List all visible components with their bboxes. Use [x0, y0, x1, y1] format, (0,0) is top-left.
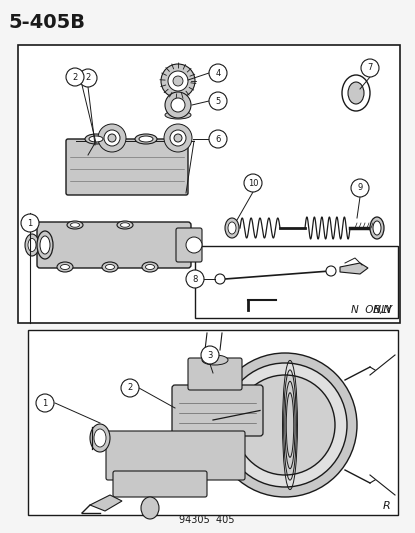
Ellipse shape: [141, 497, 159, 519]
Ellipse shape: [61, 264, 69, 270]
Text: R: R: [382, 501, 390, 511]
Circle shape: [223, 363, 347, 487]
Text: 1: 1: [27, 219, 33, 228]
Ellipse shape: [37, 231, 53, 259]
Text: N  ONLY: N ONLY: [351, 305, 392, 315]
Circle shape: [168, 71, 188, 91]
Text: 94305  405: 94305 405: [179, 515, 235, 525]
Bar: [195, 246, 398, 318]
Circle shape: [171, 98, 185, 112]
Circle shape: [21, 214, 39, 232]
FancyBboxPatch shape: [113, 471, 207, 497]
Polygon shape: [90, 495, 122, 511]
Ellipse shape: [165, 111, 191, 119]
Circle shape: [244, 174, 262, 192]
Circle shape: [209, 92, 227, 110]
Ellipse shape: [28, 238, 36, 252]
Circle shape: [98, 124, 126, 152]
Text: 2: 2: [127, 384, 133, 392]
Circle shape: [121, 379, 139, 397]
Circle shape: [66, 68, 84, 86]
Text: 2: 2: [85, 74, 90, 83]
Ellipse shape: [348, 82, 364, 104]
Circle shape: [108, 134, 116, 142]
Circle shape: [351, 179, 369, 197]
Ellipse shape: [57, 262, 73, 272]
Ellipse shape: [225, 218, 239, 238]
Ellipse shape: [373, 221, 381, 235]
Ellipse shape: [89, 136, 103, 142]
Ellipse shape: [71, 223, 80, 227]
Text: 10: 10: [248, 179, 258, 188]
Circle shape: [186, 270, 204, 288]
Ellipse shape: [228, 222, 236, 234]
FancyBboxPatch shape: [172, 385, 263, 436]
Bar: [28, 330, 398, 515]
Ellipse shape: [342, 75, 370, 111]
Text: 7: 7: [367, 63, 373, 72]
Ellipse shape: [139, 136, 153, 142]
Text: B,N: B,N: [373, 305, 392, 315]
Ellipse shape: [117, 221, 133, 229]
Circle shape: [174, 134, 182, 142]
Circle shape: [161, 64, 195, 98]
Circle shape: [186, 237, 202, 253]
Ellipse shape: [40, 236, 50, 254]
FancyBboxPatch shape: [188, 358, 242, 390]
FancyBboxPatch shape: [37, 222, 191, 268]
Ellipse shape: [146, 264, 154, 270]
Ellipse shape: [370, 217, 384, 239]
FancyBboxPatch shape: [106, 431, 245, 480]
Circle shape: [201, 346, 219, 364]
Circle shape: [361, 59, 379, 77]
Circle shape: [104, 130, 120, 146]
Text: 3: 3: [208, 351, 213, 359]
Circle shape: [209, 130, 227, 148]
Ellipse shape: [67, 221, 83, 229]
Ellipse shape: [25, 234, 39, 256]
FancyBboxPatch shape: [176, 228, 202, 262]
Ellipse shape: [90, 424, 110, 452]
Ellipse shape: [102, 262, 118, 272]
Text: 4: 4: [215, 69, 221, 77]
Ellipse shape: [105, 264, 115, 270]
Text: 9: 9: [357, 183, 363, 192]
Circle shape: [36, 394, 54, 412]
Ellipse shape: [142, 262, 158, 272]
Circle shape: [215, 274, 225, 284]
Circle shape: [235, 375, 335, 475]
Circle shape: [209, 64, 227, 82]
FancyBboxPatch shape: [66, 139, 188, 195]
Ellipse shape: [120, 223, 129, 227]
Circle shape: [326, 266, 336, 276]
Circle shape: [165, 92, 191, 118]
Circle shape: [173, 76, 183, 86]
Ellipse shape: [94, 429, 106, 447]
Circle shape: [213, 353, 357, 497]
Circle shape: [170, 130, 186, 146]
Polygon shape: [340, 263, 368, 274]
Circle shape: [79, 69, 97, 87]
Text: 6: 6: [215, 134, 221, 143]
Text: 5-405B: 5-405B: [8, 13, 85, 32]
Text: 1: 1: [42, 399, 48, 408]
Text: 2: 2: [72, 72, 78, 82]
Text: 8: 8: [192, 274, 198, 284]
Bar: [18, 45, 400, 323]
Circle shape: [164, 124, 192, 152]
Ellipse shape: [85, 134, 107, 144]
Text: 5: 5: [215, 96, 221, 106]
Ellipse shape: [135, 134, 157, 144]
Ellipse shape: [202, 355, 228, 365]
